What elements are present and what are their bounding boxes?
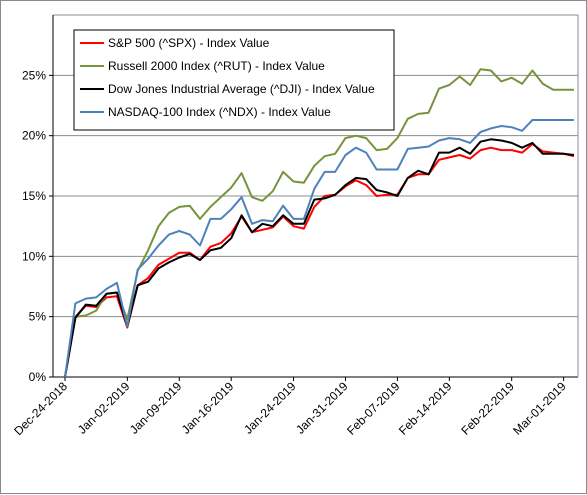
y-tick-label: 25% — [22, 68, 46, 82]
series-lines — [64, 68, 575, 378]
legend-label: S&P 500 (^SPX) - Index Value — [108, 36, 270, 50]
series-line-1 — [64, 68, 574, 378]
x-tick-label: Jan-24-2019 — [241, 379, 299, 437]
series-line-2 — [64, 138, 575, 378]
legend-box — [73, 29, 395, 131]
x-tick-label: Feb-22-2019 — [458, 379, 517, 438]
x-tick-label: Jan-09-2019 — [127, 379, 185, 437]
x-tick-label: Jan-02-2019 — [75, 379, 133, 437]
series-line-3 — [64, 119, 574, 378]
x-tick-label: Feb-07-2019 — [344, 379, 403, 438]
x-axis-ticks: Dec-24-2018 Jan-02-2019Jan-09-2019Jan-16-… — [11, 377, 569, 438]
y-tick-label: 20% — [22, 129, 46, 143]
x-tick-label: Dec-24-2018 — [11, 379, 70, 438]
y-tick-label: 0% — [29, 370, 47, 384]
y-axis-ticks: 0% 5% 10% 15% 20% 25% — [22, 68, 53, 384]
x-tick-label: Mar-01-2019 — [510, 379, 569, 438]
series-line-0 — [64, 143, 575, 378]
legend-label: Russell 2000 Index (^RUT) - Index Value — [108, 59, 325, 73]
x-tick-label: Jan-31-2019 — [293, 379, 351, 437]
y-tick-label: 5% — [29, 310, 47, 324]
x-tick-label: Feb-14-2019 — [396, 379, 455, 438]
y-tick-label: 15% — [22, 189, 46, 203]
legend-label: NASDAQ-100 Index (^NDX) - Index Value — [108, 105, 331, 119]
legend-label: Dow Jones Industrial Average (^DJI) - In… — [108, 82, 375, 96]
y-tick-label: 10% — [22, 249, 46, 263]
legend: S&P 500 (^SPX) - Index Value Russell 2000… — [73, 29, 395, 131]
x-tick-label: Jan-16-2019 — [179, 379, 237, 437]
